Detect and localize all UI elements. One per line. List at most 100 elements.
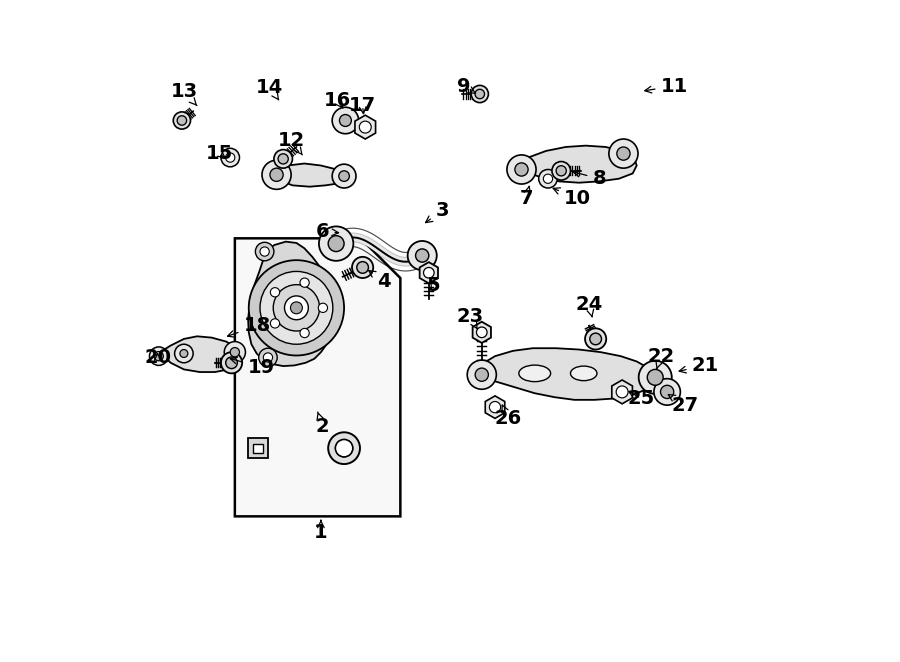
Circle shape — [616, 386, 628, 398]
Circle shape — [416, 249, 428, 262]
Circle shape — [585, 328, 607, 350]
Circle shape — [319, 303, 328, 312]
Text: 4: 4 — [369, 271, 391, 291]
Circle shape — [174, 112, 191, 129]
Text: 7: 7 — [519, 186, 533, 208]
Circle shape — [476, 327, 487, 338]
Circle shape — [336, 440, 353, 457]
Circle shape — [270, 287, 280, 297]
Circle shape — [539, 169, 557, 188]
Circle shape — [180, 350, 188, 357]
Circle shape — [338, 171, 349, 181]
Polygon shape — [419, 262, 438, 283]
Text: 21: 21 — [680, 356, 719, 375]
Polygon shape — [612, 380, 633, 404]
Polygon shape — [515, 146, 636, 183]
Circle shape — [220, 148, 239, 167]
Circle shape — [319, 226, 354, 261]
Text: 15: 15 — [206, 144, 233, 163]
Polygon shape — [355, 115, 375, 139]
Circle shape — [220, 352, 242, 373]
Circle shape — [264, 353, 273, 362]
Circle shape — [270, 319, 280, 328]
Circle shape — [230, 348, 239, 357]
Circle shape — [274, 150, 292, 168]
Circle shape — [408, 241, 436, 270]
Polygon shape — [235, 238, 400, 516]
Circle shape — [336, 440, 353, 457]
Circle shape — [226, 357, 238, 369]
Circle shape — [328, 432, 360, 464]
Circle shape — [270, 168, 284, 181]
Text: 5: 5 — [427, 277, 440, 295]
Text: 12: 12 — [277, 131, 305, 155]
Circle shape — [472, 85, 489, 103]
Text: 3: 3 — [426, 201, 449, 222]
Circle shape — [639, 361, 671, 394]
Text: 13: 13 — [170, 82, 197, 106]
Text: 6: 6 — [316, 222, 338, 241]
Text: 1: 1 — [314, 520, 328, 542]
Circle shape — [258, 348, 277, 367]
Circle shape — [424, 267, 434, 278]
Circle shape — [515, 163, 528, 176]
Text: 27: 27 — [669, 395, 699, 414]
Ellipse shape — [518, 365, 551, 381]
Circle shape — [149, 347, 168, 365]
Circle shape — [647, 369, 663, 385]
Circle shape — [490, 401, 500, 413]
Circle shape — [274, 285, 319, 331]
Circle shape — [224, 342, 246, 363]
Circle shape — [339, 115, 351, 126]
Circle shape — [328, 236, 344, 252]
Circle shape — [248, 260, 344, 355]
Circle shape — [359, 121, 371, 133]
Polygon shape — [160, 336, 241, 372]
Polygon shape — [248, 242, 334, 366]
Polygon shape — [273, 164, 346, 187]
Circle shape — [226, 153, 235, 162]
Text: 25: 25 — [627, 389, 654, 408]
Circle shape — [544, 174, 553, 183]
Circle shape — [256, 242, 274, 261]
Circle shape — [654, 379, 680, 405]
Polygon shape — [485, 396, 505, 418]
Circle shape — [300, 328, 310, 338]
Circle shape — [616, 147, 630, 160]
Circle shape — [300, 278, 310, 287]
Text: 8: 8 — [573, 169, 606, 188]
Circle shape — [262, 160, 291, 189]
Text: 16: 16 — [324, 91, 351, 110]
Circle shape — [467, 360, 496, 389]
Circle shape — [177, 116, 186, 125]
Circle shape — [291, 302, 302, 314]
Circle shape — [661, 385, 674, 399]
Circle shape — [154, 352, 164, 361]
Polygon shape — [248, 438, 268, 458]
Text: 17: 17 — [349, 97, 376, 115]
Text: 9: 9 — [456, 77, 475, 95]
Circle shape — [260, 271, 333, 344]
Text: 10: 10 — [554, 188, 591, 208]
Circle shape — [556, 166, 566, 176]
Circle shape — [260, 247, 269, 256]
Circle shape — [552, 162, 571, 180]
Circle shape — [284, 296, 309, 320]
Circle shape — [609, 139, 638, 168]
Text: 23: 23 — [456, 307, 483, 329]
Circle shape — [590, 333, 601, 345]
Circle shape — [475, 368, 489, 381]
Circle shape — [332, 107, 358, 134]
Circle shape — [175, 344, 194, 363]
Circle shape — [278, 154, 288, 164]
Circle shape — [507, 155, 536, 184]
Circle shape — [356, 261, 368, 273]
Text: 24: 24 — [575, 295, 603, 317]
Text: 22: 22 — [647, 347, 674, 369]
Text: 26: 26 — [495, 405, 522, 428]
Polygon shape — [254, 444, 263, 453]
Polygon shape — [472, 322, 490, 343]
Text: 18: 18 — [228, 316, 271, 337]
Polygon shape — [470, 348, 654, 400]
Text: 11: 11 — [644, 77, 688, 95]
